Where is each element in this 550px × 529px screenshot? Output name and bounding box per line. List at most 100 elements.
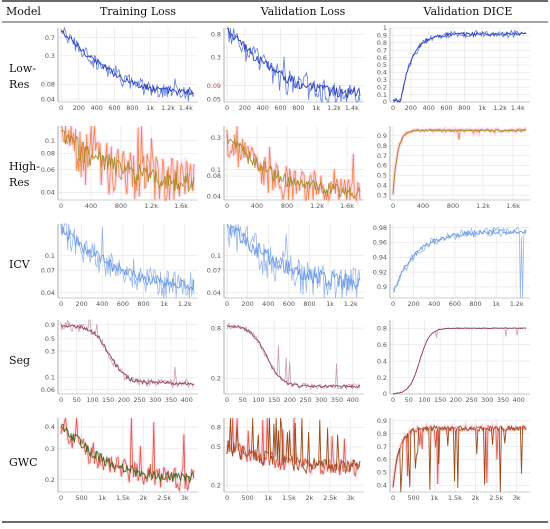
x-tick-label: 50 bbox=[73, 396, 81, 404]
header-validation-loss: Validation Loss bbox=[260, 5, 346, 18]
series-raw-line bbox=[393, 326, 527, 395]
x-tick-label: 100 bbox=[252, 396, 264, 404]
y-tick-label: 0.1 bbox=[45, 374, 55, 382]
x-tick-label: 800 bbox=[281, 202, 293, 210]
x-tick-label: 1k bbox=[492, 300, 500, 308]
y-tick-label: 0.5 bbox=[45, 335, 55, 343]
series-smoothed-line bbox=[60, 30, 195, 97]
y-tick-label: 0.1 bbox=[211, 252, 221, 260]
chart-lowres-val: 0 200 400 600 800 1k 1.2k 1.4k 0.8 0.3 0.09 0.05 bbox=[207, 27, 364, 112]
y-tick-label: 0.7 bbox=[377, 443, 387, 451]
row-label-4-0: GWC bbox=[9, 456, 38, 469]
y-tick-label: 0.6 bbox=[377, 54, 387, 62]
y-tick-label: 0.3 bbox=[45, 52, 55, 60]
y-tick-label: 0.9 bbox=[45, 321, 55, 329]
x-tick-label: 400 bbox=[85, 202, 97, 210]
x-tick-label: 0 bbox=[59, 396, 63, 404]
x-tick-label: 400 bbox=[262, 300, 274, 308]
y-tick-label: 0.4 bbox=[45, 423, 55, 431]
row-label-1-0: High- bbox=[9, 160, 40, 173]
x-tick-label: 400 bbox=[428, 300, 440, 308]
x-tick-label: 600 bbox=[440, 104, 452, 112]
y-tick-label: 0.98 bbox=[373, 224, 387, 232]
y-tick-label: 0.3 bbox=[211, 134, 221, 142]
y-tick-label: 0.2 bbox=[211, 481, 221, 489]
y-tick-label: 0.7 bbox=[45, 34, 55, 42]
x-tick-label: 1.2k bbox=[510, 300, 524, 308]
series-raw-line bbox=[392, 29, 527, 104]
x-tick-label: 2k bbox=[306, 494, 314, 502]
x-tick-label: 200 bbox=[450, 396, 462, 404]
series-raw-line bbox=[392, 424, 527, 488]
x-tick-label: 200 bbox=[118, 396, 130, 404]
x-tick-label: 1k bbox=[312, 104, 320, 112]
y-tick-label: 0.2 bbox=[211, 375, 221, 383]
y-tick-label: 0.3 bbox=[45, 445, 55, 453]
x-tick-label: 400 bbox=[257, 104, 269, 112]
x-tick-label: 0 bbox=[225, 104, 229, 112]
x-tick-label: 250 bbox=[299, 396, 311, 404]
header-validation-dice: Validation DICE bbox=[423, 5, 513, 18]
x-tick-label: 3k bbox=[347, 494, 355, 502]
y-tick-label: 0.92 bbox=[373, 268, 387, 276]
chart-gwc-dice: 0 500 1k 1.5k 2k 2.5k 3k 0.9 0.8 0.7 0.6 0.5 0.4 bbox=[377, 417, 530, 502]
x-tick-label: 0 bbox=[59, 202, 63, 210]
x-tick-label: 500 bbox=[242, 494, 254, 502]
x-tick-label: 800 bbox=[447, 202, 459, 210]
x-tick-label: 1.2k bbox=[310, 202, 324, 210]
x-tick-label: 50 bbox=[239, 396, 247, 404]
x-tick-label: 2k bbox=[140, 494, 148, 502]
series-raw-line bbox=[392, 226, 527, 299]
x-tick-label: 400 bbox=[347, 396, 359, 404]
series-raw-line bbox=[61, 223, 195, 299]
x-tick-label: 0 bbox=[225, 494, 229, 502]
x-tick-label: 200 bbox=[73, 104, 85, 112]
x-tick-label: 0 bbox=[225, 300, 229, 308]
x-tick-label: 800 bbox=[303, 300, 315, 308]
x-tick-label: 200 bbox=[242, 300, 254, 308]
y-tick-label: 0.4 bbox=[377, 357, 387, 365]
x-tick-label: 1.2k bbox=[161, 104, 175, 112]
x-tick-label: 600 bbox=[283, 300, 295, 308]
y-tick-label: 0.9 bbox=[377, 417, 387, 425]
chart-seg-val: 0 50 100 150 200 250 300 350 400 0.8 0.2 bbox=[211, 320, 364, 404]
y-tick-label: 0.6 bbox=[377, 456, 387, 464]
x-tick-label: 1.2k bbox=[178, 300, 192, 308]
y-tick-label: 0.6 bbox=[377, 341, 387, 349]
y-tick-label: 0.1 bbox=[377, 91, 387, 99]
x-tick-label: 1.6k bbox=[506, 202, 520, 210]
x-tick-label: 500 bbox=[76, 494, 88, 502]
x-tick-label: 800 bbox=[126, 104, 138, 112]
x-tick-label: 800 bbox=[115, 202, 127, 210]
series-smoothed-line bbox=[60, 423, 195, 484]
x-tick-label: 1k bbox=[264, 494, 272, 502]
y-tick-label: 0.96 bbox=[373, 239, 387, 247]
x-tick-label: 500 bbox=[408, 494, 420, 502]
x-tick-label: 800 bbox=[469, 300, 481, 308]
y-tick-label: 0.8 bbox=[211, 424, 221, 432]
series-raw-line bbox=[226, 125, 361, 202]
x-tick-label: 0 bbox=[59, 104, 63, 112]
y-tick-label: 0.8 bbox=[377, 142, 387, 150]
x-tick-label: 0 bbox=[391, 202, 395, 210]
x-tick-label: 200 bbox=[408, 300, 420, 308]
y-tick-label: 0.1 bbox=[45, 252, 55, 260]
y-tick-label: 0.3 bbox=[45, 347, 55, 355]
y-tick-label: 0 bbox=[383, 98, 387, 106]
x-tick-label: 2.5k bbox=[489, 494, 503, 502]
series-smoothed-line bbox=[392, 327, 527, 395]
series-smoothed-line bbox=[226, 223, 361, 290]
x-tick-label: 0 bbox=[59, 494, 63, 502]
chart-highres-dice: 0 400 800 1.2k 1.6k 0.9 0.8 0.7 0.6 0.50.4 0.3 bbox=[377, 125, 530, 210]
x-tick-label: 1.2k bbox=[493, 104, 507, 112]
x-tick-label: 800 bbox=[292, 104, 304, 112]
series-raw-line bbox=[60, 319, 195, 389]
series-smoothed-line bbox=[226, 134, 361, 199]
x-tick-label: 0 bbox=[225, 202, 229, 210]
x-tick-label: 100 bbox=[86, 396, 98, 404]
x-tick-label: 300 bbox=[149, 396, 161, 404]
y-tick-label: 0.04 bbox=[207, 289, 221, 297]
series-raw-line bbox=[60, 26, 195, 102]
